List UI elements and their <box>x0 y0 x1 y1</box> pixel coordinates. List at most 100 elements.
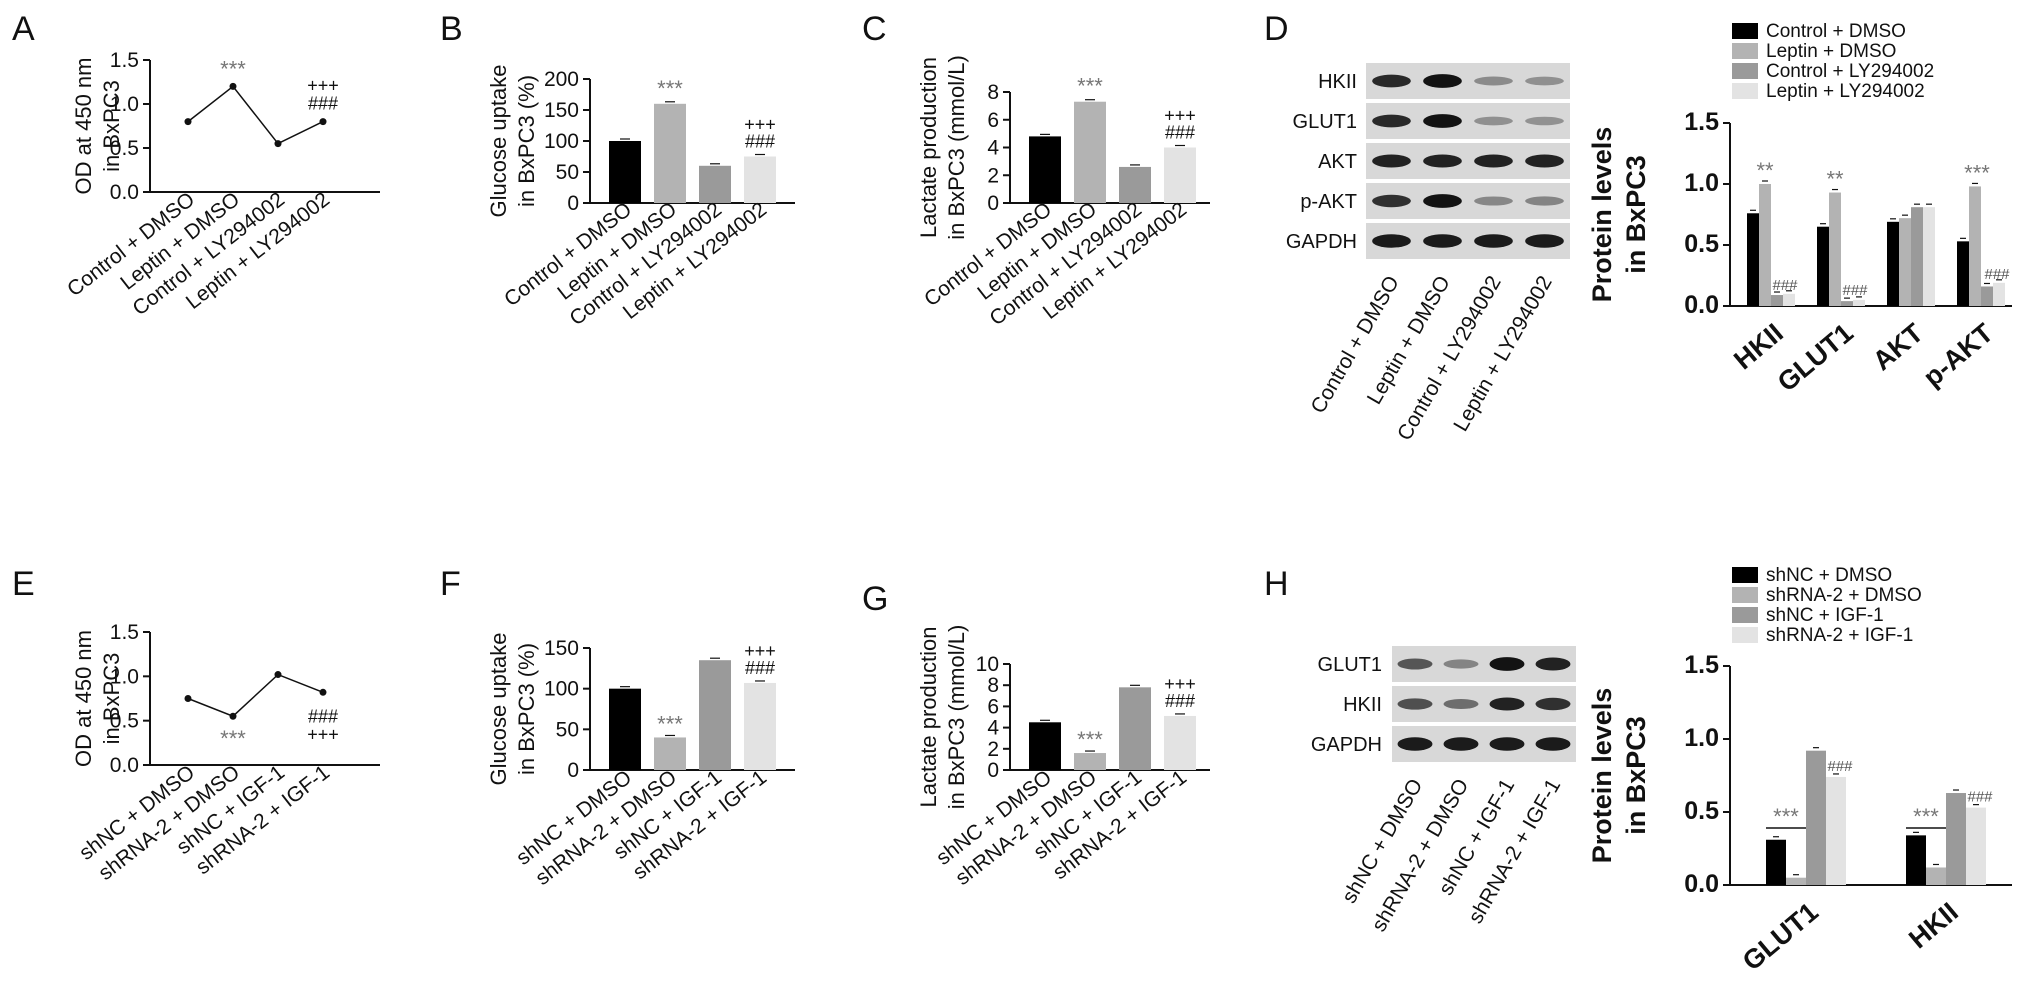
chart-c-ytick-label: 6 <box>987 109 999 132</box>
blot-band-label: AKT <box>1318 151 1357 173</box>
bar <box>1926 867 1946 885</box>
significance-marker: +++ <box>307 76 339 96</box>
significance-marker: ### <box>1984 266 2010 283</box>
legend-label: Leptin + LY294002 <box>1766 81 1925 102</box>
chart-f-ylabel: Glucose uptake in BxPC3 (%) <box>486 633 539 786</box>
chart-d-ytick-label: 1.0 <box>1684 169 1719 197</box>
bar <box>1783 293 1795 306</box>
bar <box>1164 147 1196 203</box>
bar <box>1074 753 1106 770</box>
chart-h-ytick-label: 1.0 <box>1684 724 1719 752</box>
chart-b-ytick-label: 0 <box>567 192 579 215</box>
significance-marker: +++ <box>1164 674 1196 694</box>
bar <box>1119 687 1151 770</box>
bar <box>1029 136 1061 203</box>
significance-marker: +++ <box>307 724 339 744</box>
legend-swatch <box>1732 43 1758 59</box>
blot-band <box>1372 154 1411 168</box>
significance-marker: *** <box>1964 160 1990 185</box>
blot-band <box>1525 154 1564 168</box>
panel-letter-h: H <box>1264 565 1289 603</box>
chart-b-ylabel-line1: Glucose uptake <box>486 65 511 218</box>
bar <box>1906 835 1926 885</box>
blot-band <box>1525 76 1564 86</box>
blot-band <box>1489 657 1525 671</box>
bar <box>1969 186 1981 306</box>
chart-a: 0.00.51.01.5OD at 450 nm in BxPC3Control … <box>63 49 380 320</box>
chart-b-ytick-label: 150 <box>544 99 579 122</box>
bar <box>1119 166 1151 203</box>
chart-g-ytick-label: 2 <box>987 738 999 761</box>
data-point <box>274 671 282 679</box>
chart-e-ylabel: OD at 450 nm in BxPC3 <box>71 630 124 767</box>
blot-band-label: HKII <box>1318 71 1357 93</box>
bar <box>1981 286 1993 306</box>
significance-marker: ### <box>745 132 775 152</box>
chart-g-ylabel-line1: Lactate production <box>916 626 941 807</box>
panel-letter-d: D <box>1264 10 1289 48</box>
legend-label: shRNA-2 + IGF-1 <box>1766 625 1913 646</box>
data-point <box>184 695 192 702</box>
chart-h-ylabel-line2: in BxPC3 <box>1621 716 1651 835</box>
chart-e-ytick-label: 1.5 <box>110 621 139 644</box>
blot-band <box>1525 196 1564 206</box>
chart-a-ytick-label: 0.5 <box>110 137 139 160</box>
blot-band <box>1525 116 1564 126</box>
bar <box>699 165 731 203</box>
chart-b-ytick-label: 100 <box>544 130 579 153</box>
data-point <box>274 140 282 148</box>
bar <box>1946 793 1966 885</box>
blot-band-label: GAPDH <box>1286 231 1357 253</box>
blot-band <box>1423 234 1462 248</box>
bar <box>1826 776 1846 885</box>
chart-c-ylabel-line2: in BxPC3 (mmol/L) <box>944 55 969 240</box>
chart-h-xtick-label: GLUT1 <box>1737 897 1824 977</box>
blot-band <box>1372 234 1411 248</box>
chart-d-ytick-label: 0.5 <box>1684 230 1719 258</box>
blot-band <box>1372 114 1411 128</box>
chart-g-ylabel: Lactate production in BxPC3 (mmol/L) <box>916 625 969 810</box>
chart-e-ylabel-line1: OD at 450 nm <box>71 630 96 767</box>
bar <box>1164 715 1196 770</box>
legend-label: shNC + IGF-1 <box>1766 605 1884 626</box>
significance-marker: ** <box>1826 167 1844 192</box>
significance-marker: ### <box>1842 282 1868 299</box>
data-point <box>229 82 237 90</box>
chart-c-ytick-label: 2 <box>987 164 999 187</box>
data-point <box>319 688 327 696</box>
chart-h-xtick-label: HKII <box>1903 897 1964 955</box>
chart-b-ylabel: Glucose uptake in BxPC3 (%) <box>486 65 539 218</box>
chart-b-ylabel-line2: in BxPC3 (%) <box>514 75 539 207</box>
significance-marker: *** <box>1077 727 1103 752</box>
legend-swatch <box>1732 83 1758 99</box>
blot-band <box>1423 74 1462 88</box>
bar <box>1747 213 1759 306</box>
legend-swatch <box>1732 607 1758 623</box>
chart-e-ytick-label: 0.0 <box>110 754 139 777</box>
bar <box>1899 218 1911 306</box>
blot-band <box>1423 114 1462 128</box>
significance-marker: ### <box>1165 123 1195 143</box>
bar <box>1923 207 1935 306</box>
blot-band <box>1443 737 1479 751</box>
blot-lane-label: Leptin + LY294002 <box>1449 272 1557 435</box>
bar <box>1759 184 1771 306</box>
chart-c-ytick-label: 8 <box>987 81 999 104</box>
significance-marker: *** <box>657 76 683 101</box>
bar <box>1993 282 2005 306</box>
blot-band <box>1423 194 1462 208</box>
blot-band <box>1443 659 1479 669</box>
significance-marker: ### <box>745 658 775 678</box>
significance-marker: +++ <box>1164 106 1196 126</box>
significance-marker: ### <box>1165 691 1195 711</box>
blot-band-label: GLUT1 <box>1293 111 1357 133</box>
chart-c-ylabel-line1: Lactate production <box>916 57 941 238</box>
chart-h-ytick-label: 0.5 <box>1684 797 1719 825</box>
